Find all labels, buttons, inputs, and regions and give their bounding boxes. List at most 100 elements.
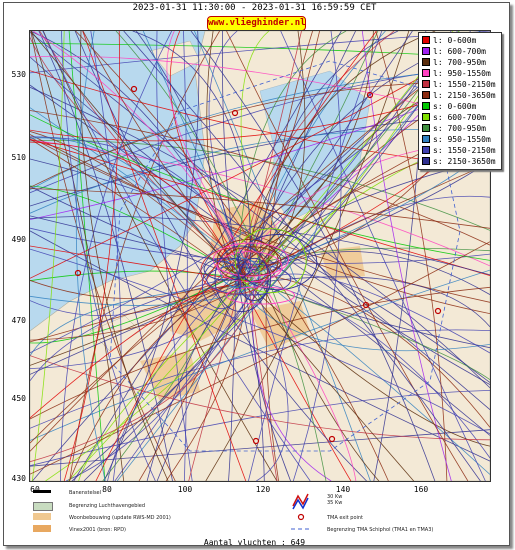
- nav-aid-label-2: 35 Kw: [327, 500, 343, 506]
- legend-label: s: 1550-2150m: [433, 146, 496, 155]
- airport-boundary-swatch: [33, 502, 53, 511]
- legend-item: l: 700-950m: [422, 58, 486, 69]
- legend-item: l: 1550-2150m: [422, 80, 496, 91]
- flight-track: [183, 31, 188, 481]
- y-tick-label: 530: [11, 70, 26, 79]
- exit-point-marker: [252, 437, 260, 445]
- flight-track: [241, 31, 395, 286]
- y-tick-label: 470: [11, 316, 26, 325]
- flight-track: [69, 272, 254, 481]
- flight-track: [292, 31, 342, 481]
- flight-track: [146, 273, 248, 481]
- exit-point-marker: [362, 301, 370, 309]
- legend-label: l: 1550-2150m: [433, 80, 496, 89]
- site-link[interactable]: www.vlieghinder.nl: [207, 16, 306, 31]
- flight-track: [30, 329, 490, 429]
- flight-track: [30, 429, 490, 467]
- holding-loop: [234, 228, 307, 294]
- housing-swatch: [33, 513, 51, 520]
- page-title: 2023-01-31 11:30:00 - 2023-01-31 16:59:5…: [132, 3, 377, 13]
- x-tick-label: 160: [413, 485, 429, 494]
- tma-boundary: [109, 60, 461, 452]
- flight-track: [30, 285, 259, 306]
- legend-swatch: [422, 146, 430, 154]
- tma-exit-label: TMA exit point: [327, 515, 364, 521]
- flight-track: [30, 31, 415, 481]
- flight-track: [30, 55, 490, 122]
- x-tick-label: 140: [335, 485, 351, 494]
- runway-label: Banenstelsel: [69, 490, 102, 496]
- map-canvas: [30, 31, 490, 481]
- runway-swatch: [33, 490, 51, 493]
- legend-swatch: [422, 102, 430, 110]
- legend-item: l: 950-1550m: [422, 69, 491, 80]
- x-tick-label: 100: [177, 485, 193, 494]
- flight-track: [142, 31, 253, 279]
- holding-loop: [237, 257, 272, 301]
- holding-loop: [203, 257, 251, 281]
- flight-track: [45, 31, 459, 481]
- flight-track: [42, 31, 311, 481]
- legend-item: l: 600-700m: [422, 47, 486, 58]
- legend-label: l: 950-1550m: [433, 69, 491, 78]
- flight-track: [30, 138, 246, 284]
- flight-track: [107, 266, 243, 481]
- flight-track-map[interactable]: [29, 30, 491, 482]
- flight-track: [246, 273, 278, 481]
- flight-track: [78, 284, 241, 481]
- legend-label: s: 2150-3650m: [433, 157, 496, 166]
- legend-item: s: 700-950m: [422, 124, 486, 135]
- exit-point-marker: [231, 109, 239, 117]
- nav-aid-icon: [292, 493, 309, 510]
- flight-track: [75, 31, 106, 481]
- flight-track: [30, 390, 490, 467]
- flight-track: [208, 31, 246, 280]
- flight-track: [253, 268, 357, 481]
- legend-swatch: [422, 157, 430, 165]
- x-tick-label: 80: [102, 485, 112, 494]
- legend-label: l: 600-700m: [433, 47, 486, 56]
- housing-label: Woonbebouwing (update RWS-MD 2001): [69, 515, 171, 521]
- flight-track: [42, 31, 278, 481]
- flight-track: [254, 162, 490, 276]
- flight-track: [69, 31, 220, 481]
- flight-track: [169, 31, 249, 277]
- exit-point-marker: [434, 307, 442, 315]
- flight-track: [30, 141, 234, 270]
- flight-track: [30, 31, 490, 411]
- flight-track: [30, 355, 490, 441]
- exit-point-marker: [74, 269, 82, 277]
- flight-track: [61, 31, 156, 481]
- flight-track: [228, 275, 237, 481]
- tma-exit-points: [74, 85, 442, 445]
- holding-loop: [237, 234, 318, 291]
- flight-track: [252, 283, 332, 481]
- flight-track: [30, 110, 490, 246]
- flight-track: [30, 31, 176, 481]
- y-tick-label: 510: [11, 153, 26, 162]
- legend-label: l: 700-950m: [433, 58, 486, 67]
- legend-swatch: [422, 135, 430, 143]
- flight-track: [32, 31, 258, 283]
- flight-track: [30, 136, 241, 270]
- flight-track: [123, 31, 481, 481]
- legend-swatch: [422, 58, 430, 66]
- flight-track: [30, 285, 234, 419]
- flight-track: [30, 31, 125, 481]
- flight-track: [247, 280, 490, 381]
- flight-track: [156, 31, 193, 481]
- holding-loop: [200, 247, 269, 295]
- flight-track: [114, 31, 458, 481]
- nav-aid-label-1: 30 Kw: [327, 494, 343, 500]
- flight-count: Aantal vluchten : 649: [203, 538, 306, 547]
- x-tick-label: 120: [255, 485, 271, 494]
- tma-exit-icon: [297, 513, 305, 521]
- legend-label: l: 0-600m: [433, 36, 477, 45]
- flight-track: [205, 31, 410, 481]
- flight-track: [38, 31, 173, 481]
- legend-label: s: 700-950m: [433, 124, 486, 133]
- flight-track: [138, 31, 320, 481]
- flight-track: [63, 31, 120, 481]
- flight-track: [245, 267, 289, 481]
- flight-track: [206, 31, 234, 271]
